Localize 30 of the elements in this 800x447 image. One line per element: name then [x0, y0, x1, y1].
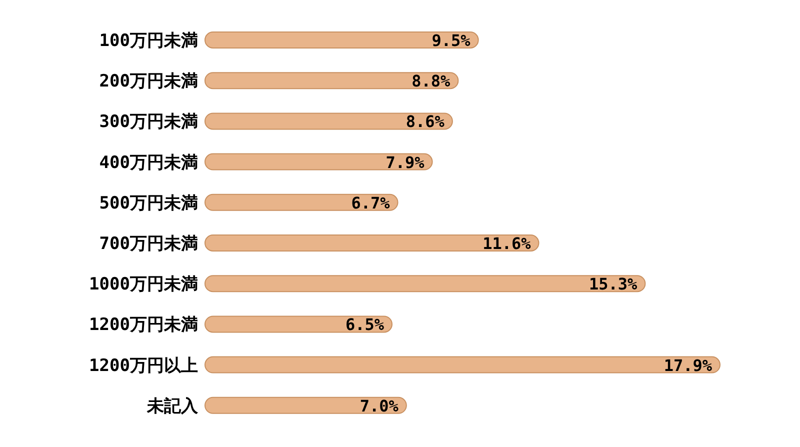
y-tick-label: 1200万円未満 [89, 315, 198, 336]
bar [204, 356, 720, 374]
data-label: 11.6% [482, 234, 532, 253]
bar [204, 72, 459, 90]
y-tick-label: 1000万円未満 [89, 274, 198, 295]
data-label: 7.0% [360, 396, 399, 416]
y-tick-label: 500万円未満 [99, 193, 198, 214]
data-label: 17.9% [664, 356, 712, 375]
y-tick-label: 100万円未満 [99, 31, 198, 51]
y-tick-label: 未記入 [146, 396, 199, 416]
bar [204, 396, 407, 414]
data-label: 9.5% [432, 31, 471, 50]
bar [204, 112, 453, 130]
bar [204, 194, 398, 211]
data-label: 6.7% [351, 193, 390, 212]
y-tick-label: 300万円未満 [99, 112, 198, 132]
data-label: 7.9% [386, 152, 425, 172]
data-label: 8.6% [406, 112, 445, 132]
data-label: 8.8% [412, 72, 451, 91]
bar [204, 153, 433, 170]
y-tick-label: 700万円未満 [99, 234, 198, 254]
bar [204, 234, 540, 252]
data-label: 6.5% [345, 315, 384, 334]
bar [204, 32, 479, 48]
bar [204, 275, 646, 292]
y-tick-label: 400万円未満 [99, 152, 198, 173]
y-tick-label: 1200万円以上 [89, 356, 198, 376]
y-tick-label: 200万円未満 [99, 72, 198, 92]
data-label: 15.3% [589, 274, 638, 294]
bar [204, 316, 393, 333]
